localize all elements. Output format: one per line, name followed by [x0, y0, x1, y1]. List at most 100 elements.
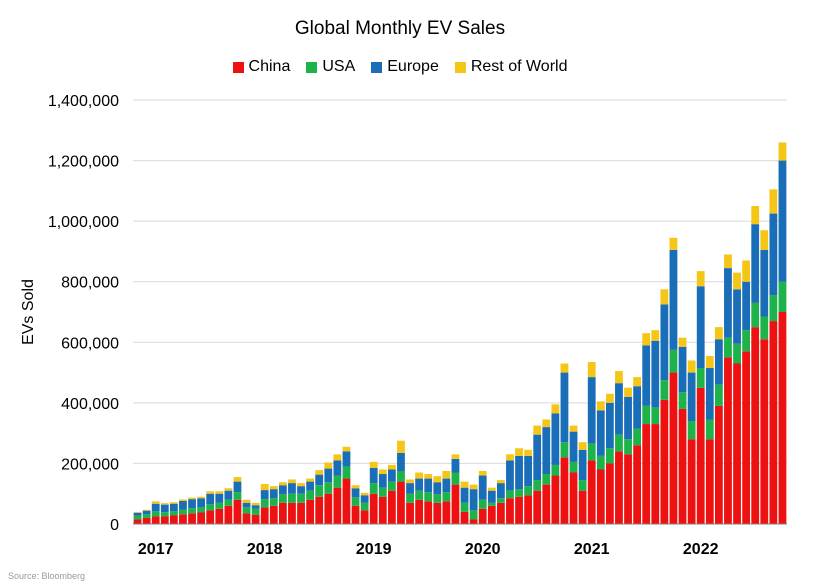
bar-china [451, 484, 460, 524]
bar-europe [605, 402, 614, 449]
bar-china [415, 499, 424, 524]
bar-europe [542, 427, 551, 475]
bar-usa [724, 337, 732, 358]
bar-china [460, 511, 469, 524]
bar-rest-of-world [542, 419, 551, 428]
x-tick-label: 2020 [465, 541, 501, 558]
bar-usa [605, 448, 614, 464]
bar-usa [215, 502, 224, 509]
bar-china [760, 339, 769, 524]
bar-usa [742, 330, 751, 352]
bar-usa [133, 515, 142, 520]
bar-usa [451, 472, 460, 485]
bar-usa [506, 490, 514, 499]
bar-rest-of-world [142, 509, 151, 511]
bar-europe [297, 486, 305, 494]
bar-china [733, 363, 741, 524]
bar-rest-of-world [387, 464, 396, 470]
bar-rest-of-world [587, 361, 596, 378]
bar-china [724, 357, 732, 524]
bar-europe [596, 410, 605, 456]
bar-usa [424, 492, 433, 502]
bar-china [424, 501, 433, 524]
bar-europe [778, 160, 787, 282]
bar-china [151, 516, 160, 524]
bar-usa [179, 509, 187, 515]
bar-europe [324, 468, 333, 483]
bar-china [551, 475, 560, 524]
bar-china [515, 496, 523, 524]
legend-label-rest-of-world: Rest of World [470, 58, 568, 75]
bar-china [633, 445, 642, 524]
bar-europe [660, 304, 669, 381]
bar-rest-of-world [624, 387, 632, 397]
bar-rest-of-world [487, 487, 496, 491]
bar-usa [169, 511, 178, 516]
bar-rest-of-world [206, 491, 215, 494]
bar-rest-of-world [188, 497, 196, 500]
bar-usa [378, 487, 387, 497]
bar-rest-of-world [724, 254, 732, 269]
bar-usa [278, 494, 287, 503]
x-tick-label: 2018 [247, 541, 283, 558]
bar-europe [179, 500, 187, 510]
bar-china [360, 510, 369, 524]
bar-china [288, 502, 296, 524]
bar-europe [269, 489, 278, 499]
bar-china [188, 513, 196, 524]
bar-usa [587, 443, 596, 461]
bar-rest-of-world [360, 492, 369, 496]
bar-europe [524, 455, 533, 487]
bar-china [324, 493, 333, 524]
bar-europe [369, 467, 378, 484]
bar-china [242, 513, 251, 524]
bar-europe [197, 498, 206, 508]
bar-usa [496, 498, 505, 503]
bar-china [587, 460, 596, 524]
bar-china [660, 399, 669, 524]
bar-china [469, 519, 478, 524]
bar-china [778, 312, 787, 524]
legend-item-europe: Europe [371, 58, 439, 76]
bar-rest-of-world [160, 503, 169, 505]
bar-china [605, 463, 614, 524]
bar-europe [460, 487, 469, 503]
bar-europe [160, 504, 169, 513]
bar-china [524, 495, 533, 524]
bar-usa [197, 507, 206, 513]
bar-rest-of-world [151, 501, 160, 504]
bar-usa [242, 507, 251, 514]
bar-europe [215, 493, 224, 503]
bar-europe [533, 434, 542, 481]
bar-china [442, 501, 451, 524]
bar-europe [397, 452, 405, 471]
bar-rest-of-world [533, 425, 542, 435]
legend-item-usa: USA [306, 58, 355, 76]
bar-china [487, 505, 496, 524]
bar-usa [315, 485, 324, 497]
bar-rest-of-world [733, 272, 741, 290]
bar-europe [515, 455, 523, 490]
bar-rest-of-world [306, 478, 315, 482]
bar-usa [342, 466, 351, 479]
bar-usa [351, 497, 360, 506]
bar-rest-of-world [324, 462, 333, 469]
bar-rest-of-world [469, 484, 478, 490]
bar-usa [751, 302, 760, 328]
bar-usa [297, 493, 305, 503]
bar-usa [333, 475, 342, 488]
legend-item-china: China [232, 58, 290, 76]
bar-rest-of-world [596, 401, 605, 411]
bar-usa [360, 502, 369, 511]
x-tick-label: 2021 [574, 541, 610, 558]
bar-europe [687, 372, 696, 422]
legend-swatch-rest-of-world [454, 61, 466, 73]
bar-china [269, 505, 278, 524]
bar-europe [769, 213, 778, 296]
bar-europe [415, 478, 424, 491]
bar-usa [551, 464, 560, 476]
legend-swatch-europe [371, 61, 383, 73]
y-tick-label: 1,200,000 [48, 154, 119, 171]
bar-rest-of-world [315, 470, 324, 475]
bar-usa [533, 480, 542, 491]
